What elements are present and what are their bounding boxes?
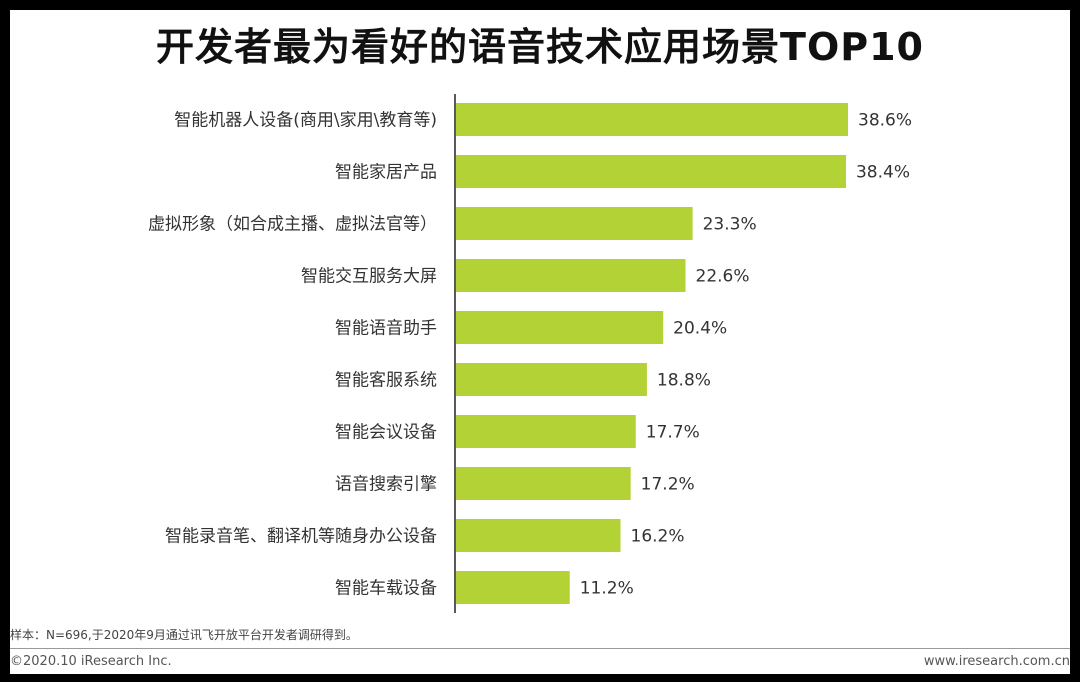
bar bbox=[456, 363, 647, 396]
value-label: 38.4% bbox=[856, 163, 910, 183]
category-label: 智能家居产品 bbox=[335, 163, 437, 183]
copyright-text: ©2020.10 iResearch Inc. bbox=[10, 654, 172, 669]
category-label: 智能机器人设备(商用\家用\教育等) bbox=[174, 111, 437, 131]
category-label: 智能会议设备 bbox=[335, 423, 437, 443]
chart-page: 开发者最为看好的语音技术应用场景TOP10 智能机器人设备(商用\家用\教育等)… bbox=[10, 10, 1070, 674]
category-label: 智能交互服务大屏 bbox=[301, 267, 437, 287]
bar bbox=[456, 415, 636, 448]
value-label: 38.6% bbox=[858, 111, 912, 131]
value-label: 23.3% bbox=[703, 215, 757, 235]
bar bbox=[456, 155, 846, 188]
bar bbox=[456, 259, 686, 292]
bar bbox=[456, 103, 848, 136]
bar bbox=[456, 467, 631, 500]
bar-chart: 智能机器人设备(商用\家用\教育等) 38.6% 智能家居产品 38.4% 虚拟形象（如… bbox=[148, 94, 912, 613]
bar bbox=[456, 311, 664, 344]
chart-title: 开发者最为看好的语音技术应用场景TOP10 bbox=[156, 25, 924, 69]
bar bbox=[456, 571, 570, 604]
value-label: 16.2% bbox=[631, 527, 685, 547]
sample-note: 样本：N=696,于2020年9月通过讯飞开放平台开发者调研得到。 bbox=[10, 628, 358, 642]
category-label: 智能语音助手 bbox=[335, 319, 437, 339]
value-label: 20.4% bbox=[673, 319, 727, 339]
bar bbox=[456, 207, 693, 240]
value-label: 17.7% bbox=[646, 423, 700, 443]
category-label: 智能客服系统 bbox=[335, 371, 437, 391]
value-label: 17.2% bbox=[641, 475, 695, 495]
category-label: 虚拟形象（如合成主播、虚拟法官等） bbox=[148, 215, 437, 235]
category-label: 智能车载设备 bbox=[335, 579, 437, 599]
value-label: 18.8% bbox=[657, 371, 711, 391]
website-link[interactable]: www.iresearch.com.cn bbox=[923, 654, 1070, 669]
category-label: 语音搜索引擎 bbox=[335, 475, 437, 495]
category-label: 智能录音笔、翻译机等随身办公设备 bbox=[165, 527, 437, 547]
footer-divider bbox=[10, 648, 1070, 649]
value-label: 11.2% bbox=[580, 579, 634, 599]
bar bbox=[456, 519, 621, 552]
value-label: 22.6% bbox=[696, 267, 750, 287]
